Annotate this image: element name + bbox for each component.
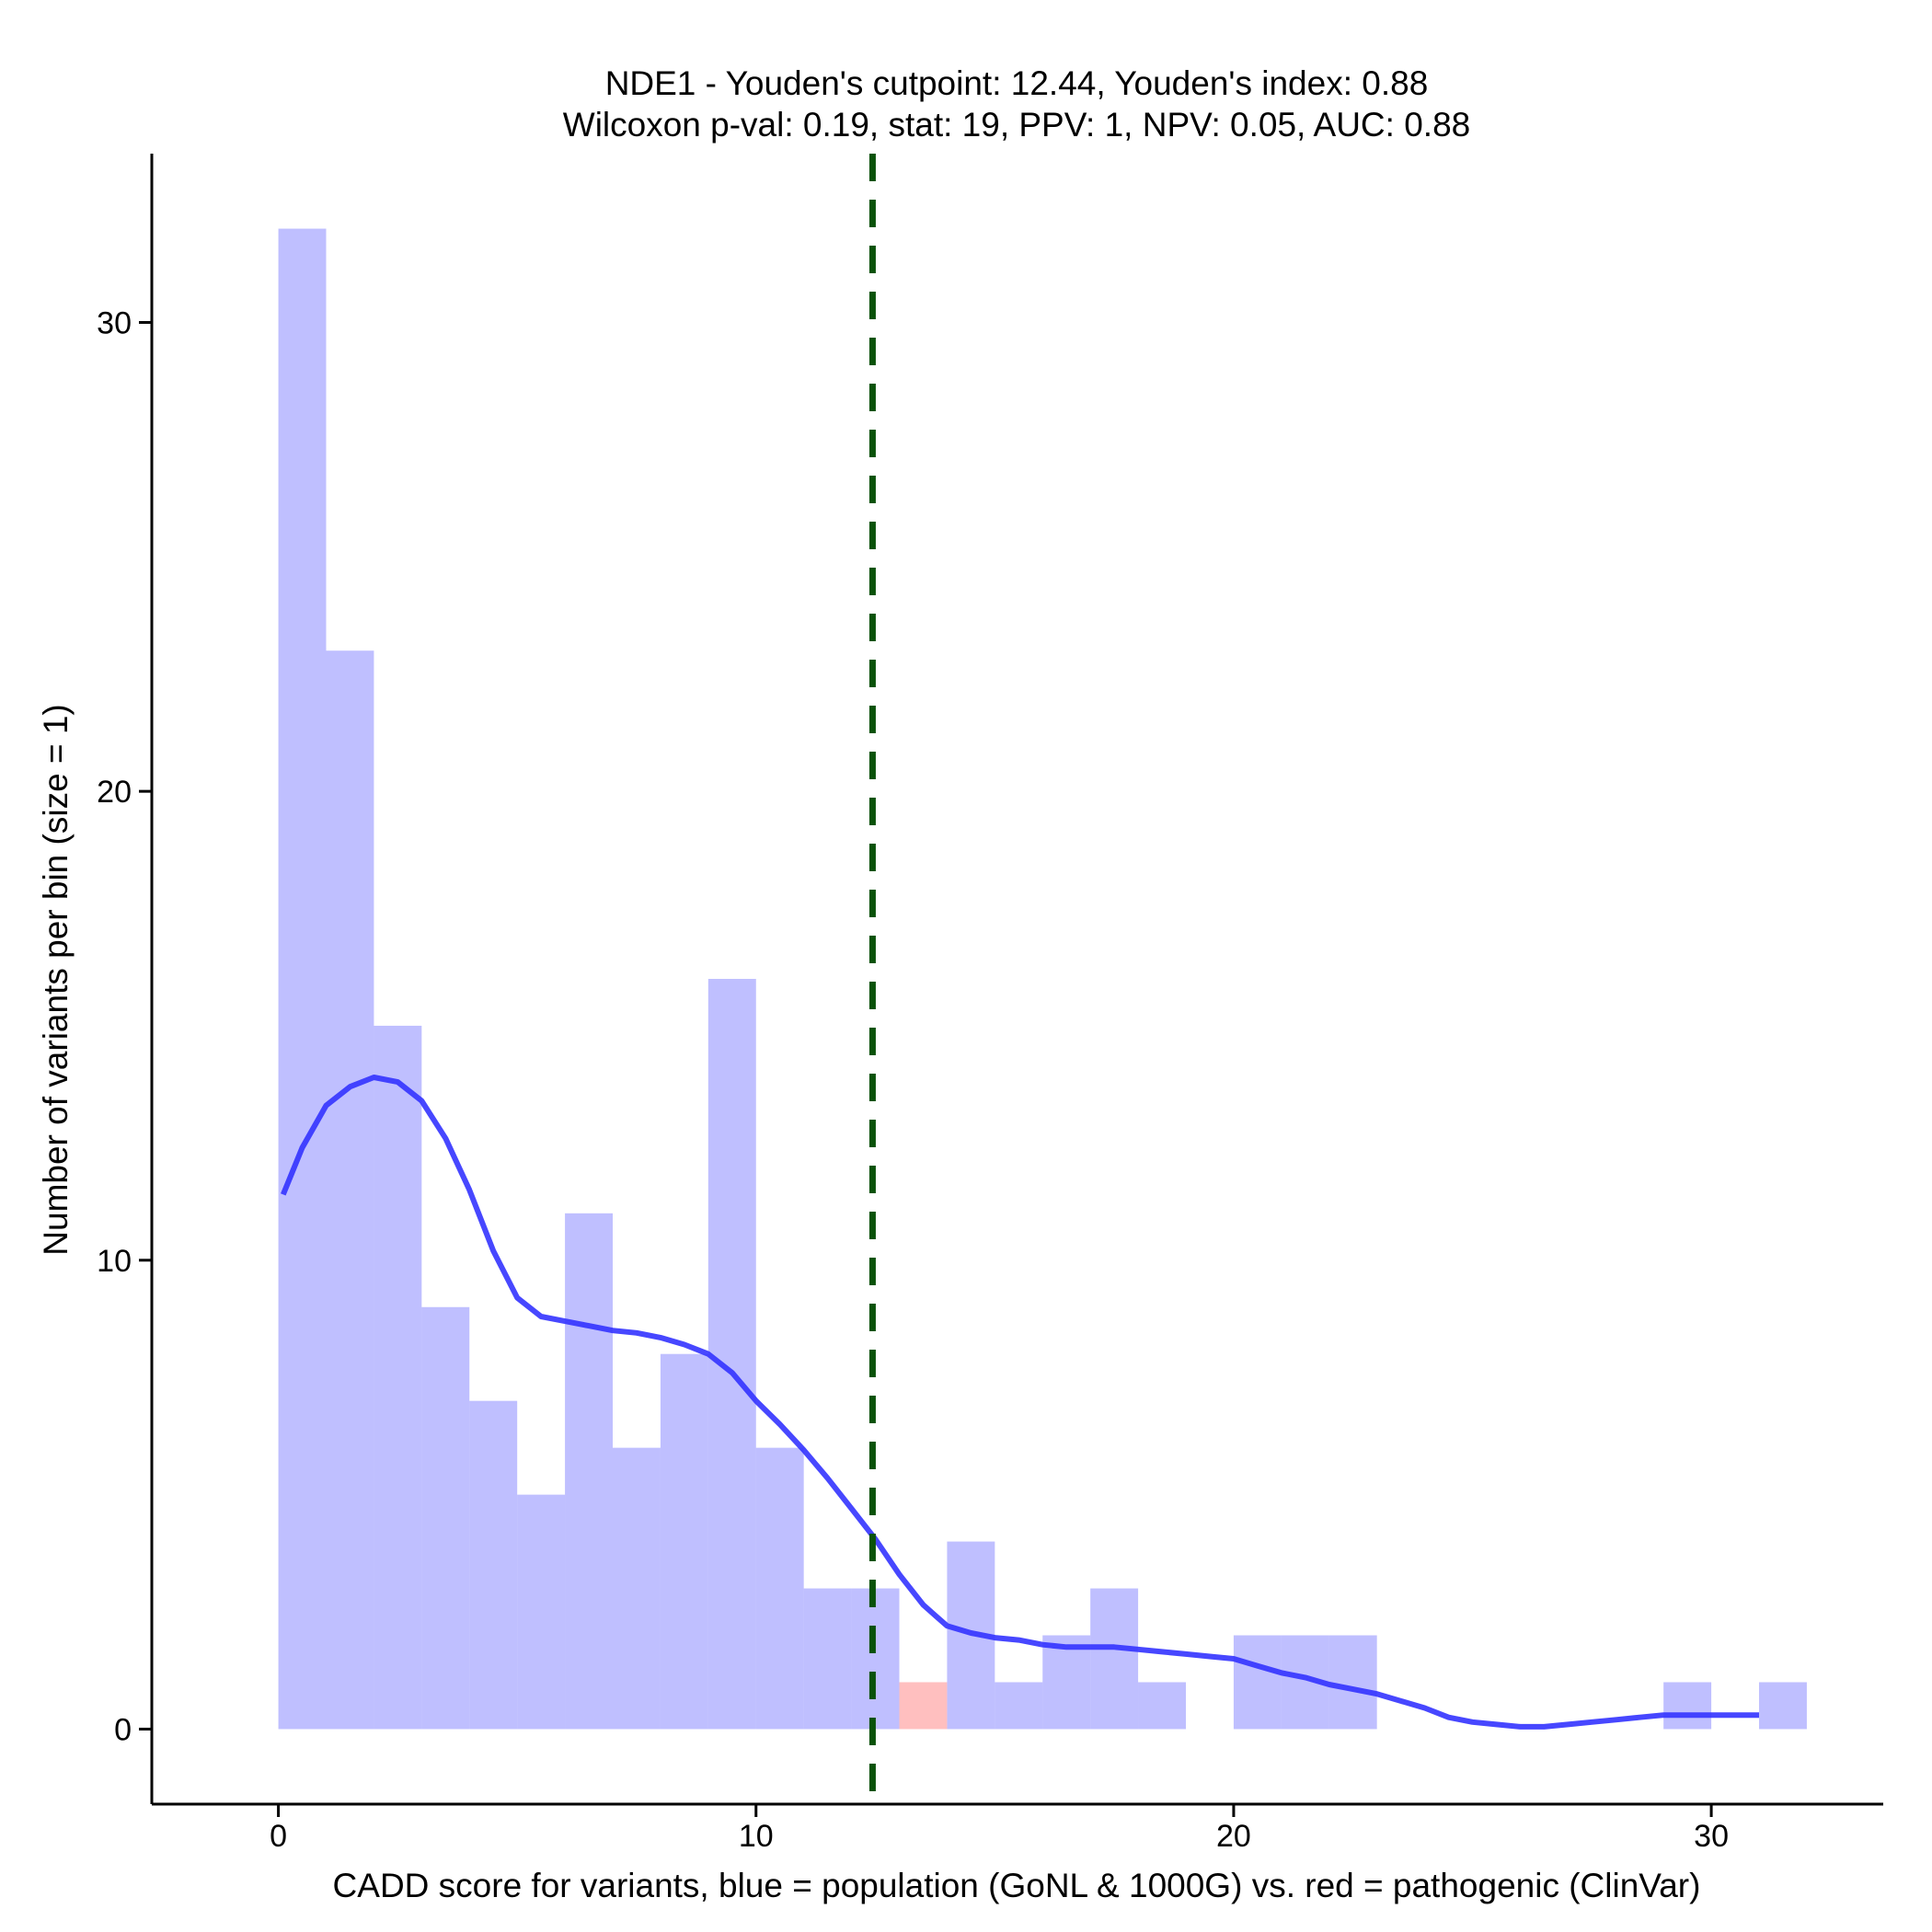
density-line	[281, 1075, 1759, 1730]
chart-subtitle: Wilcoxon p-val: 0.19, stat: 19, PPV: 1, …	[563, 106, 1470, 144]
y-axis-ticks: 0 10 20 30	[97, 305, 152, 1747]
population-bar	[613, 1447, 661, 1730]
population-bar	[469, 1400, 518, 1730]
population-bar	[1042, 1635, 1091, 1730]
x-tick-label: 20	[1216, 1819, 1251, 1854]
population-bar	[1663, 1682, 1712, 1730]
population-bar	[995, 1682, 1043, 1730]
y-tick-label: 10	[97, 1244, 132, 1279]
population-bar	[755, 1447, 804, 1730]
population-bar	[660, 1353, 708, 1730]
x-tick-label: 30	[1694, 1819, 1729, 1854]
x-tick-label: 10	[739, 1819, 774, 1854]
y-tick-label: 20	[97, 775, 132, 810]
population-bar	[565, 1213, 614, 1730]
population-bar	[517, 1494, 566, 1730]
y-axis-label: Number of variants per bin (size = 1)	[37, 704, 75, 1255]
population-bar	[1233, 1635, 1282, 1730]
population-bars	[278, 228, 1807, 1730]
x-tick-label: 0	[270, 1819, 287, 1854]
population-bar	[1328, 1635, 1377, 1730]
x-axis-label: CADD score for variants, blue = populati…	[333, 1867, 1701, 1904]
population-bar	[326, 650, 374, 1730]
x-axis-ticks: 0 10 20 30	[270, 1804, 1729, 1854]
population-bar	[1138, 1682, 1187, 1730]
y-tick-label: 0	[114, 1712, 132, 1747]
chart-title: NDE1 - Youden's cutpoint: 12.44, Youden'…	[605, 64, 1429, 102]
population-bar	[278, 228, 327, 1730]
pathogenic-bar	[899, 1682, 948, 1730]
population-bar	[707, 979, 756, 1730]
pathogenic-bars	[899, 1682, 948, 1730]
population-bar	[1090, 1588, 1139, 1730]
population-bar	[803, 1588, 852, 1730]
y-tick-label: 30	[97, 305, 132, 340]
population-bar	[421, 1306, 470, 1730]
population-bar	[851, 1588, 900, 1730]
population-bar	[1759, 1682, 1807, 1730]
population-bar	[374, 1025, 422, 1730]
